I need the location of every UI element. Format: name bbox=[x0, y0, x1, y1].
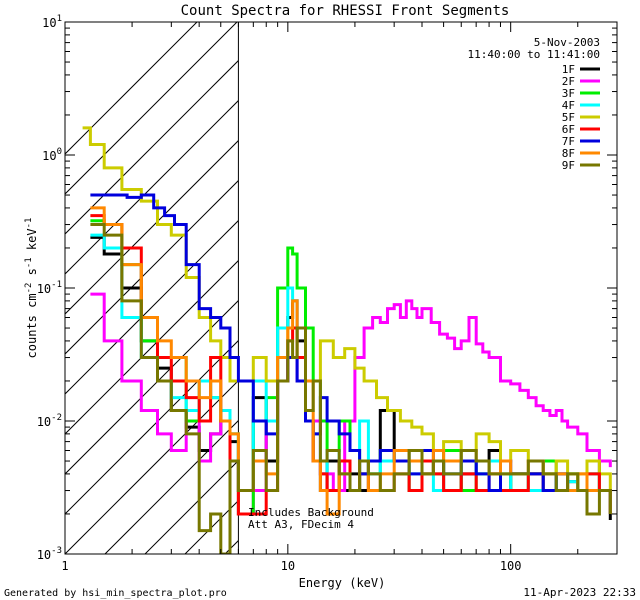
hatch-line bbox=[65, 22, 238, 195]
x-axis-label: Energy (keV) bbox=[299, 576, 386, 590]
y-tick-label: 10-2 bbox=[37, 413, 62, 429]
series-line-5F bbox=[82, 126, 612, 491]
y-tick-label: 100 bbox=[42, 147, 62, 163]
time-range-label: 11:40:00 to 11:41:00 bbox=[468, 48, 600, 61]
legend-label-9F: 9F bbox=[562, 159, 575, 172]
y-tick-label: 10-1 bbox=[37, 280, 62, 296]
legend-label-3F: 3F bbox=[562, 87, 575, 100]
chart-title: Count Spectra for RHESSI Front Segments bbox=[181, 3, 510, 19]
hatch-line bbox=[345, 0, 640, 554]
hatch-line bbox=[305, 0, 640, 554]
legend-label-4F: 4F bbox=[562, 99, 575, 112]
x-tick-label: 1 bbox=[61, 559, 68, 573]
date-label: 5-Nov-2003 bbox=[534, 36, 600, 49]
hatch-line bbox=[465, 0, 640, 554]
hatch-line bbox=[65, 22, 198, 155]
hatch-line bbox=[104, 419, 239, 554]
legend-label-7F: 7F bbox=[562, 135, 575, 148]
hatch-line bbox=[65, 179, 239, 355]
hatch-line bbox=[65, 299, 239, 475]
legend-label-8F: 8F bbox=[562, 147, 575, 160]
series-line-9F bbox=[90, 223, 612, 554]
series-line-8F bbox=[90, 206, 612, 516]
x-tick-label: 100 bbox=[500, 559, 522, 573]
x-tick-label: 10 bbox=[281, 559, 295, 573]
legend-label-2F: 2F bbox=[562, 75, 575, 88]
series-line-6F bbox=[90, 214, 612, 516]
hatch-line bbox=[65, 139, 239, 315]
annotation-attenuator: Att A3, FDecim 4 bbox=[248, 518, 354, 531]
y-axis-label: counts cm-2 s-1 keV-1 bbox=[24, 218, 39, 359]
generated-by-label: Generated by hsi_min_spectra_plot.pro bbox=[4, 588, 227, 599]
hatch-line bbox=[65, 59, 239, 235]
hatch-line bbox=[585, 0, 640, 554]
timestamp-label: 11-Apr-2023 22:33 bbox=[523, 586, 636, 599]
axis-ticks: 1 10 100 101 100 10-1 10-2 10-3 bbox=[37, 14, 618, 573]
y-tick-label: 101 bbox=[42, 14, 62, 30]
legend-label-1F: 1F bbox=[562, 63, 575, 76]
y-tick-label: 10-3 bbox=[37, 546, 62, 562]
hatch-line bbox=[65, 339, 239, 515]
annotation-background: Includes Background bbox=[248, 506, 374, 519]
hatch-line bbox=[545, 0, 640, 554]
series-group bbox=[82, 126, 612, 554]
attenuator-hatch-region bbox=[65, 0, 640, 554]
legend-label-5F: 5F bbox=[562, 111, 575, 124]
legend-label-6F: 6F bbox=[562, 123, 575, 136]
hatch-line bbox=[65, 379, 239, 554]
hatch-line bbox=[65, 219, 239, 395]
hatch-line bbox=[625, 0, 640, 554]
hatch-line bbox=[425, 0, 640, 554]
hatch-line bbox=[65, 259, 239, 435]
hatch-line bbox=[65, 99, 239, 275]
